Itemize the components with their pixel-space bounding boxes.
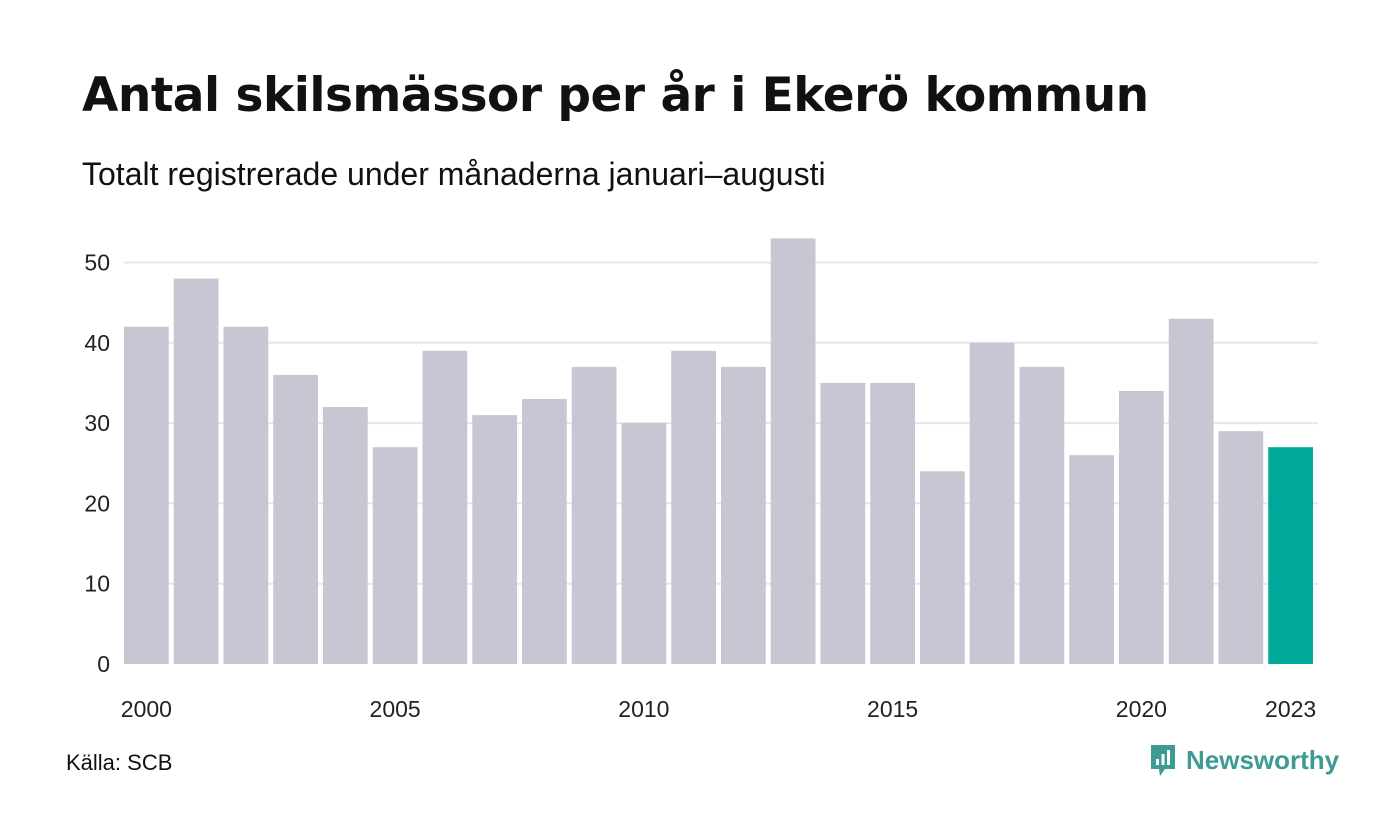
y-tick-label: 50 <box>84 250 110 276</box>
bar-2007 <box>472 415 517 664</box>
y-tick-label: 40 <box>84 330 110 356</box>
bar-2020 <box>1119 390 1164 664</box>
x-axis-ticks: 2000 2005 2010 2015 2020 2023 <box>121 696 1316 722</box>
newsworthy-logo-icon <box>1151 745 1175 776</box>
bar-2001 <box>173 278 219 664</box>
bar-2005 <box>372 447 418 664</box>
bar-2004 <box>323 407 368 664</box>
bar-2022 <box>1218 431 1264 664</box>
brand-name: Newsworthy <box>1186 744 1340 775</box>
bar-2021 <box>1168 318 1214 664</box>
bar-2006 <box>422 350 468 664</box>
x-tick-label: 2005 <box>370 696 421 722</box>
bar-2012 <box>721 366 766 664</box>
bar-2009 <box>571 366 617 664</box>
bar-2016 <box>920 471 965 664</box>
x-tick-label: 2015 <box>867 696 918 722</box>
chart-title: Antal skilsmässor per år i Ekerö kommun <box>82 68 1149 123</box>
x-tick-label: 2000 <box>121 696 172 722</box>
y-tick-label: 20 <box>84 490 110 516</box>
bar-2003 <box>273 374 318 664</box>
bar-2002 <box>223 326 269 664</box>
bar-2014 <box>820 382 866 664</box>
x-tick-label: 2020 <box>1116 696 1167 722</box>
bar-2013 <box>770 238 816 664</box>
bar-2000 <box>124 326 169 664</box>
x-tick-label: 2010 <box>618 696 669 722</box>
bar-2017 <box>969 342 1015 664</box>
y-axis-ticks: 0 10 20 30 40 50 <box>84 250 110 678</box>
bar-2008 <box>522 399 567 664</box>
bar-2018 <box>1019 366 1065 664</box>
brand: Newsworthy <box>1148 742 1339 778</box>
source-note: Källa: SCB <box>66 750 173 775</box>
bar-2015 <box>870 382 915 664</box>
bars <box>124 238 1313 664</box>
y-tick-label: 10 <box>84 571 110 597</box>
bar-2019 <box>1069 455 1114 664</box>
y-tick-label: 0 <box>97 651 110 677</box>
bar-2023 <box>1268 447 1313 664</box>
chart-subtitle: Totalt registrerade under månaderna janu… <box>82 156 826 192</box>
bar-2010 <box>621 423 667 664</box>
x-tick-label: 2023 <box>1265 696 1316 722</box>
y-tick-label: 30 <box>84 410 110 436</box>
bar-2011 <box>671 350 716 664</box>
